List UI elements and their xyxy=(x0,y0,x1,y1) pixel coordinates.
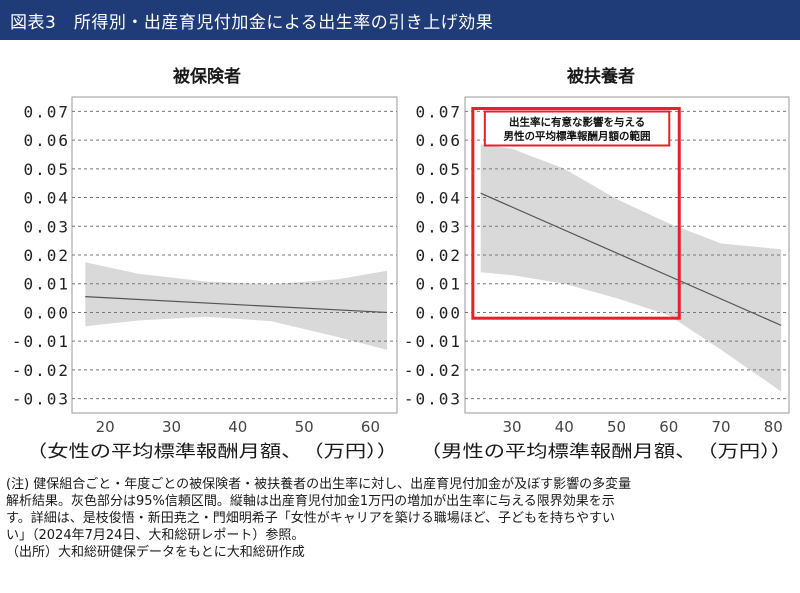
panel-2-y-tick-label: -0.03 xyxy=(404,390,462,409)
note-line-1: (注) 健保組合ごと・年度ごとの被保険者・被扶養者の出生率に対し、出産育児付加金… xyxy=(6,477,632,492)
notes: (注) 健保組合ごと・年度ごとの被保険者・被扶養者の出生率に対し、出産育児付加金… xyxy=(6,476,796,561)
panel-2-y-tick-label: -0.01 xyxy=(404,332,462,351)
panel-1-x-axis-label: （女性の平均標準報酬月額、 （万円）） xyxy=(26,442,398,462)
panel-2-x-tick-label: 60 xyxy=(659,418,678,436)
panel-1-y-tick-label: 0.00 xyxy=(23,303,70,322)
panel-1-y-tick-label: 0.04 xyxy=(23,189,70,208)
panel-2-y-tick-label: 0.05 xyxy=(415,160,462,179)
panel-2-y-tick-label: -0.02 xyxy=(404,361,462,380)
panel-2-y-tick-label: 0.02 xyxy=(415,246,462,265)
panel-1-x-tick-label: 40 xyxy=(228,418,247,436)
note-line-4: い」（2024年7月24日、大和総研レポート）参照。 xyxy=(6,528,305,543)
panel-2-y-tick-label: 0.01 xyxy=(415,275,462,294)
panel-1-y-tick-label: -0.02 xyxy=(12,361,70,380)
panel-1-y-tick-label: 0.06 xyxy=(23,131,70,150)
charts-area: 被保険者 0.07 0.06 0.05 0.04 0.03 0.02 0.01 0.00 -0.0… xyxy=(0,56,800,466)
source-line: （出所）大和総研健保データをもとに大和総研作成 xyxy=(6,545,305,560)
panel-1-title: 被保険者 xyxy=(173,66,241,87)
panel-2-y-tick-label: 0.00 xyxy=(415,303,462,322)
panel-1-y-tick-label: -0.03 xyxy=(12,390,70,409)
panel-1-x-tick-label: 20 xyxy=(96,418,115,436)
panel-2-y-tick-label: 0.07 xyxy=(415,102,462,121)
panel-2-significant-range-box xyxy=(471,106,681,320)
panel-2-annotation-text-line: 男性の平均標準報酬月額の範囲 xyxy=(504,129,651,142)
panel-2-confidence-band xyxy=(480,144,782,392)
panel-1-y-tick-label: 0.02 xyxy=(23,246,70,265)
panel-1-y-tick-label: 0.01 xyxy=(23,275,70,294)
note-line-3: す。詳細は、是枝俊悟・新田尭之・門畑明希子「女性がキャリアを築ける職場ほど、子ど… xyxy=(6,511,616,526)
panel-1-y-tick-label: 0.07 xyxy=(23,102,70,121)
panel-1-x-tick-label: 30 xyxy=(162,418,181,436)
panel-2-x-tick-label: 40 xyxy=(555,418,574,436)
panel-2-x-tick-label: 80 xyxy=(764,418,783,436)
panel-2-x-tick-label: 70 xyxy=(712,418,731,436)
panel-2-y-tick-label: 0.03 xyxy=(415,217,462,236)
panel-2-x-tick-label: 50 xyxy=(607,418,626,436)
panel-1-y-tick-label: 0.03 xyxy=(23,217,70,236)
panel-2-effect-line xyxy=(480,192,782,326)
charts-svg: 被保険者 0.07 0.06 0.05 0.04 0.03 0.02 0.01 0.00 -0.0… xyxy=(12,66,792,462)
panel-2-x-axis-label: （男性の平均標準報酬月額、 （万円）） xyxy=(420,442,792,462)
panel-2-annotation-label-box xyxy=(483,110,671,147)
panel-2-annotation-text-line: 出生率に有意な影響を与える xyxy=(509,115,645,128)
panel-2-y-tick-label: 0.04 xyxy=(415,189,462,208)
note-line-2: 解析結果。灰色部分は95%信頼区間。縦軸は出産育児付加金1万円の増加が出生率に与… xyxy=(6,494,615,509)
figure-title: 図表3 所得別・出産育児付加金による出生率の引き上げ効果 xyxy=(10,13,494,33)
panel-2-x-tick-label: 30 xyxy=(502,418,521,436)
panel-1-x-tick-label: 50 xyxy=(295,418,314,436)
figure-header: 図表3 所得別・出産育児付加金による出生率の引き上げ効果 xyxy=(0,0,800,40)
panel-1-effect-line xyxy=(85,296,388,314)
panel-1-y-tick-label: -0.01 xyxy=(12,332,70,351)
panel-1-confidence-band xyxy=(85,262,388,350)
panel-1-y-tick-label: 0.05 xyxy=(23,160,70,179)
panel-2-title: 被扶養者 xyxy=(567,66,635,87)
panel-2-y-tick-label: 0.06 xyxy=(415,131,462,150)
panel-1-x-tick-label: 60 xyxy=(361,418,380,436)
